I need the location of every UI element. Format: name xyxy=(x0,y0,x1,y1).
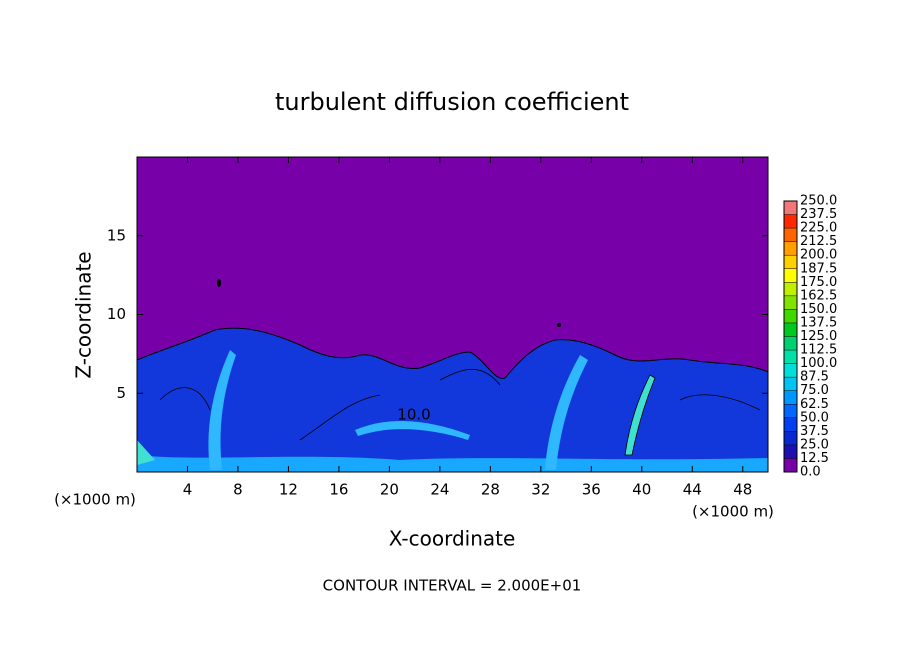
x-tick-label: 44 xyxy=(683,481,702,499)
x-tick-label: 24 xyxy=(430,481,449,499)
colorbar-label: 137.5 xyxy=(800,315,837,330)
colorbar-label: 125.0 xyxy=(800,329,837,344)
field-region xyxy=(137,455,768,472)
colorbar-swatch xyxy=(784,309,797,323)
field-region xyxy=(557,323,561,327)
x-tick-label: 48 xyxy=(733,481,752,499)
x-tick-label: 40 xyxy=(632,481,651,499)
colorbar-label: 237.5 xyxy=(800,207,837,222)
colorbar-swatch xyxy=(784,377,797,391)
colorbar-swatch xyxy=(784,390,797,405)
colorbar-swatch xyxy=(784,228,797,242)
colorbar-label: 87.5 xyxy=(800,370,829,385)
colorbar-swatch xyxy=(784,363,797,378)
colorbar-swatch xyxy=(784,404,797,418)
colorbar-label: 187.5 xyxy=(800,261,837,276)
colorbar-label: 25.0 xyxy=(800,437,829,452)
colorbar-swatch xyxy=(784,201,797,215)
colorbar-label: 212.5 xyxy=(800,234,837,249)
colorbar-swatch xyxy=(784,255,797,269)
contour-line xyxy=(159,368,761,441)
colorbar-swatch xyxy=(784,431,797,445)
contour-field xyxy=(136,157,769,473)
colorbar-swatch xyxy=(784,322,797,337)
x-tick-label: 20 xyxy=(380,481,399,499)
contour-label: 10.0 xyxy=(397,406,430,424)
colorbar-label: 200.0 xyxy=(800,248,837,263)
colorbar-label: 162.5 xyxy=(800,288,837,303)
field-region xyxy=(624,374,656,456)
chart-title: turbulent diffusion coefficient xyxy=(275,88,629,116)
colorbar-label: 175.0 xyxy=(800,275,837,290)
y-tick-label: 15 xyxy=(107,226,126,244)
x-tick-label: 32 xyxy=(531,481,550,499)
x-tick-label: 12 xyxy=(279,481,298,499)
colorbar-label: 37.5 xyxy=(800,424,829,439)
field-region xyxy=(355,420,470,440)
y-unit-label: (×1000 m) xyxy=(54,491,136,509)
field-region xyxy=(208,350,236,470)
colorbar-swatch xyxy=(784,417,797,432)
x-axis-label: X-coordinate xyxy=(389,527,516,551)
colorbar-swatch xyxy=(784,295,797,310)
x-tick-label: 28 xyxy=(481,481,500,499)
colorbar-swatch xyxy=(784,282,797,296)
x-tick-label: 36 xyxy=(582,481,601,499)
colorbar-swatch xyxy=(784,268,797,283)
y-tick-label: 10 xyxy=(107,305,126,323)
field-region xyxy=(136,327,769,473)
x-tick-label: 16 xyxy=(329,481,348,499)
colorbar-label: 150.0 xyxy=(800,302,837,317)
colorbar-label: 50.0 xyxy=(800,410,829,425)
colorbar-swatch xyxy=(784,444,797,459)
colorbar-swatch xyxy=(784,214,797,229)
x-unit-label: (×1000 m) xyxy=(692,503,774,521)
colorbar-swatch xyxy=(784,336,797,351)
colorbar-label: 250.0 xyxy=(800,194,837,209)
colorbar-label: 225.0 xyxy=(800,221,837,236)
y-axis-label: Z-coordinate xyxy=(72,251,96,378)
colorbar-label: 100.0 xyxy=(800,356,837,371)
colorbar-label: 0.0 xyxy=(800,465,821,480)
x-tick-label: 8 xyxy=(233,481,243,499)
annotation: CONTOUR INTERVAL = 2.000E+01 xyxy=(323,577,582,595)
colorbar-label: 12.5 xyxy=(800,451,829,466)
x-tick-label: 4 xyxy=(183,481,193,499)
colorbar-label: 62.5 xyxy=(800,397,829,412)
field-region xyxy=(137,440,155,465)
y-tick-label: 5 xyxy=(116,384,126,402)
field-region xyxy=(545,355,588,470)
colorbar-swatch xyxy=(784,241,797,256)
colorbar-swatch xyxy=(784,350,797,364)
colorbar-label: 112.5 xyxy=(800,343,837,358)
colorbar-swatch xyxy=(784,458,797,472)
field-region xyxy=(217,279,221,287)
colorbar-label: 75.0 xyxy=(800,383,829,398)
